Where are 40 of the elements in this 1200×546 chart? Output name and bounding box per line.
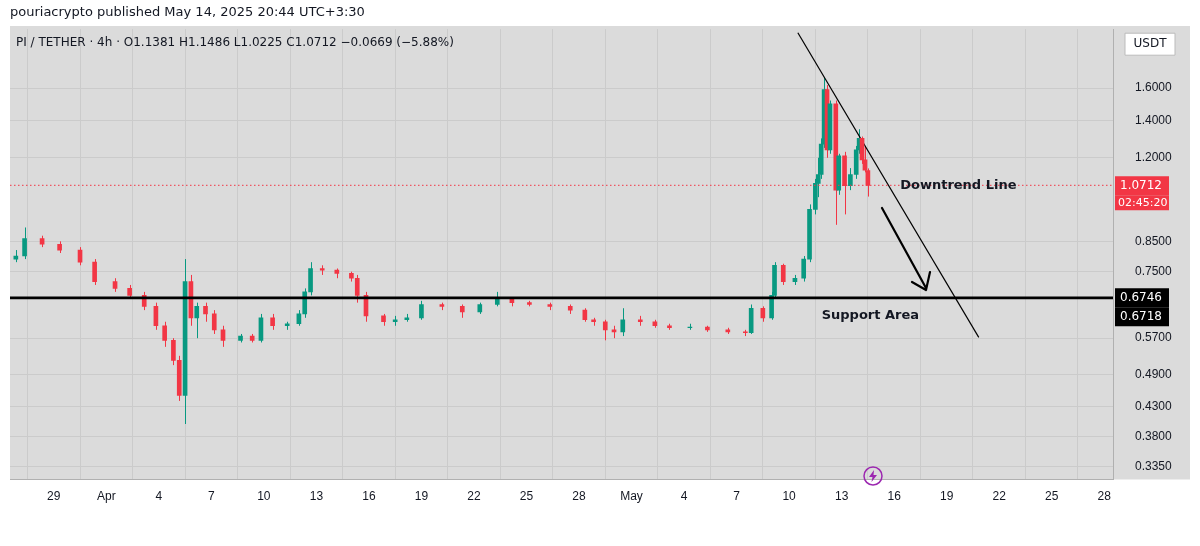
x-tick-label: 4 — [680, 489, 688, 504]
x-tick-label: 16 — [887, 489, 902, 504]
x-tick-label: 16 — [362, 489, 376, 504]
y-tick-label: 0.8500 — [1135, 233, 1173, 248]
legend-label: 0.6718 — [1120, 309, 1162, 324]
y-tick-label: 0.4900 — [1135, 367, 1173, 382]
x-tick-label: May — [620, 489, 643, 504]
annotation: Downtrend Line — [900, 176, 1017, 192]
y-tick-label: 0.4300 — [1135, 398, 1173, 413]
x-tick-label: 10 — [257, 489, 271, 504]
x-tick-label: 28 — [572, 489, 586, 504]
x-tick-label: 19 — [939, 489, 954, 504]
y-axis-title: USDT — [1133, 36, 1168, 51]
ref-line-label: 0.6746 — [1120, 290, 1162, 305]
ref-line-label: 1.0712 — [1120, 178, 1162, 193]
x-tick-label: 10 — [782, 489, 797, 504]
y-tick-label: 1.6000 — [1135, 80, 1173, 95]
y-tick-label: 0.3350 — [1135, 459, 1173, 474]
text: 02:45:20 — [1118, 196, 1168, 210]
y-tick-label: 0.7500 — [1135, 263, 1173, 278]
x-tick-label: 25 — [519, 489, 534, 504]
x-tick-label: 7 — [208, 489, 215, 504]
text: PI / TETHER · 4h · O1.1381 H1.1486 L1.0225 C1.0712 −0.0669 (−5.88%) — [16, 35, 454, 50]
y-tick-label: 0.3800 — [1135, 428, 1173, 443]
x-tick-label: 28 — [1097, 489, 1112, 504]
x-tick-label: 22 — [992, 489, 1007, 504]
y-tick-label: 1.2000 — [1135, 150, 1173, 165]
x-tick-label: 13 — [834, 489, 849, 504]
x-tick-label: 4 — [155, 489, 163, 504]
chart-title: pouriacrypto published May 14, 2025 20:44 UTC+3:30 — [10, 4, 365, 19]
x-tick-label: 19 — [414, 489, 429, 504]
x-tick-label: Apr — [96, 489, 116, 504]
x-tick-label: 29 — [47, 489, 61, 504]
x-tick-label: 22 — [467, 489, 481, 504]
y-tick-label: 1.4000 — [1135, 112, 1173, 127]
y-tick-label: 0.5700 — [1135, 330, 1173, 345]
annotation: Support Area — [821, 306, 920, 322]
x-tick-label: 25 — [1045, 489, 1059, 504]
x-tick-label: 7 — [733, 489, 741, 504]
x-tick-label: 13 — [309, 489, 324, 504]
